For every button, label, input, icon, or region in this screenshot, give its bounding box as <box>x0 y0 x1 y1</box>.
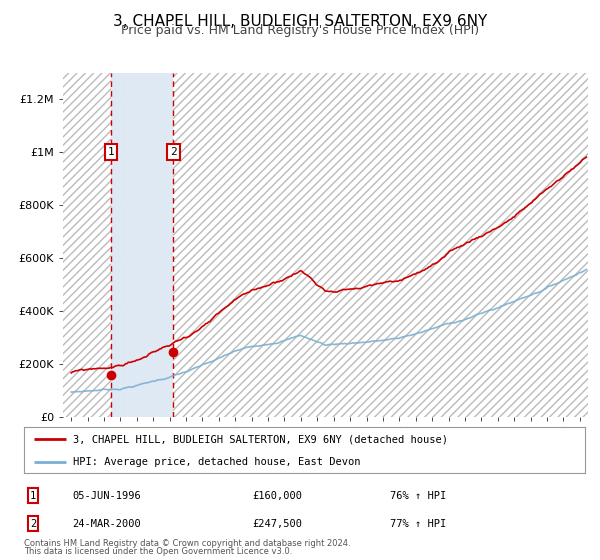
Text: 2: 2 <box>30 519 36 529</box>
Text: HPI: Average price, detached house, East Devon: HPI: Average price, detached house, East… <box>73 457 361 467</box>
Bar <box>111 73 173 417</box>
Text: 3, CHAPEL HILL, BUDLEIGH SALTERTON, EX9 6NY: 3, CHAPEL HILL, BUDLEIGH SALTERTON, EX9 … <box>113 14 487 29</box>
Text: 2: 2 <box>170 147 177 157</box>
Text: 24-MAR-2000: 24-MAR-2000 <box>72 519 141 529</box>
Text: Contains HM Land Registry data © Crown copyright and database right 2024.: Contains HM Land Registry data © Crown c… <box>24 539 350 548</box>
Text: 1: 1 <box>30 491 36 501</box>
Bar <box>173 73 588 417</box>
Bar <box>63 73 111 417</box>
Text: 3, CHAPEL HILL, BUDLEIGH SALTERTON, EX9 6NY (detached house): 3, CHAPEL HILL, BUDLEIGH SALTERTON, EX9 … <box>73 434 448 444</box>
Text: 1: 1 <box>108 147 115 157</box>
Text: £247,500: £247,500 <box>252 519 302 529</box>
Text: 05-JUN-1996: 05-JUN-1996 <box>72 491 141 501</box>
Text: £160,000: £160,000 <box>252 491 302 501</box>
Text: Price paid vs. HM Land Registry's House Price Index (HPI): Price paid vs. HM Land Registry's House … <box>121 24 479 37</box>
Text: This data is licensed under the Open Government Licence v3.0.: This data is licensed under the Open Gov… <box>24 547 292 556</box>
Text: 76% ↑ HPI: 76% ↑ HPI <box>390 491 446 501</box>
Text: 77% ↑ HPI: 77% ↑ HPI <box>390 519 446 529</box>
